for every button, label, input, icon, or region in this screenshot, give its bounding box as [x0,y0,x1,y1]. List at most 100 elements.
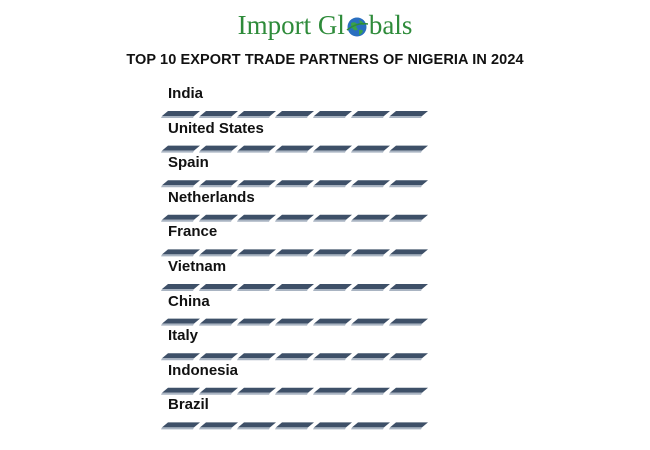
separator-dash [276,214,314,220]
separator-dash [276,145,314,151]
separator-shadow [351,254,384,257]
separator-dash [162,353,200,359]
separator-shadow [199,358,232,361]
separator-shadow [237,219,270,222]
separator-shadow [237,392,270,395]
country: China [168,292,210,310]
separator-shadow [389,323,422,326]
separator-shadow [199,323,232,326]
separator-dash [314,353,352,359]
separator-shadow [389,219,422,222]
separator-shadow [237,116,270,118]
separator-dash [238,318,276,324]
separator-shadow [161,219,194,222]
country: France [168,223,218,241]
separator-dash [314,387,352,393]
separator-shadow [313,392,346,395]
separator-dash [390,353,428,359]
separator-shadow [275,358,308,361]
separator-shadow [351,185,384,188]
separator-shadow [199,219,232,222]
separator-dash [352,353,390,359]
separator-dash [238,353,276,359]
separator-shadow [389,427,422,430]
separator-dash [200,214,238,220]
separator-dash [314,422,352,428]
separator-dash [276,422,314,428]
separator-shadow [237,323,270,326]
separator-dash [352,180,390,186]
separator-dash [276,318,314,324]
separator-shadow [313,185,346,188]
separator-dash [238,249,276,255]
separator-dash [200,387,238,393]
separator-shadow [199,289,232,291]
separator-dash [314,249,352,255]
separator-shadow [275,323,308,326]
separator-dash [314,284,352,289]
separator-dash [200,284,238,289]
separator-shadow [313,254,346,257]
separator-shadow [313,116,346,118]
separator-shadow [351,358,384,361]
separator-dash [352,387,390,393]
separator-dash [200,180,238,186]
separator-dash [352,111,390,116]
separator-dash [390,284,428,289]
separator-shadow [161,150,194,153]
separator-shadow [275,219,308,222]
separator-dash [276,111,314,116]
separator-shadow [237,185,270,188]
separator-shadow [351,323,384,326]
separator-shadow [161,358,194,361]
separator-dash [276,249,314,255]
separator-shadow [351,289,384,291]
country: Netherlands [168,188,255,206]
separator-dash [162,422,200,428]
logo-text: Import Gl [237,10,345,40]
separator-dash [200,318,238,324]
separator-dash [200,353,238,359]
separator-shadow [199,427,232,430]
separator-dash [162,284,200,289]
separator-shadow [351,150,384,153]
country: United States [168,119,264,137]
separator-dash [238,180,276,186]
separator-dash [314,318,352,324]
separator-shadow [161,289,194,291]
separator-dash [276,387,314,393]
separator-shadow [237,358,270,361]
separator-shadow [237,150,270,153]
separator-dash [390,214,428,220]
separator-dash [162,145,200,151]
separator-shadow [351,427,384,430]
separator-dash [314,180,352,186]
separator-dash [162,214,200,220]
separator-shadow [199,254,232,257]
separator-shadow [389,185,422,188]
separator-dash [162,249,200,255]
separator-shadow [389,254,422,257]
separator-shadow [161,323,194,326]
separator-shadow [313,150,346,153]
separator-dash [200,249,238,255]
separator-dash [390,145,428,151]
separator-shadow [389,116,422,118]
globe-icon [346,17,369,37]
separator-shadow [313,289,346,291]
country: Indonesia [168,361,239,379]
separator-shadow [351,219,384,222]
separator-dash [390,249,428,255]
separator-dash [352,422,390,428]
country: Italy [168,327,199,345]
separator-dash [352,214,390,220]
separator-shadow [313,323,346,326]
separator-dash [162,318,200,324]
separator-dash [238,145,276,151]
separator-shadow [275,116,308,118]
separator-dash [276,180,314,186]
separator-shadow [275,185,308,188]
separator-shadow [199,116,232,118]
